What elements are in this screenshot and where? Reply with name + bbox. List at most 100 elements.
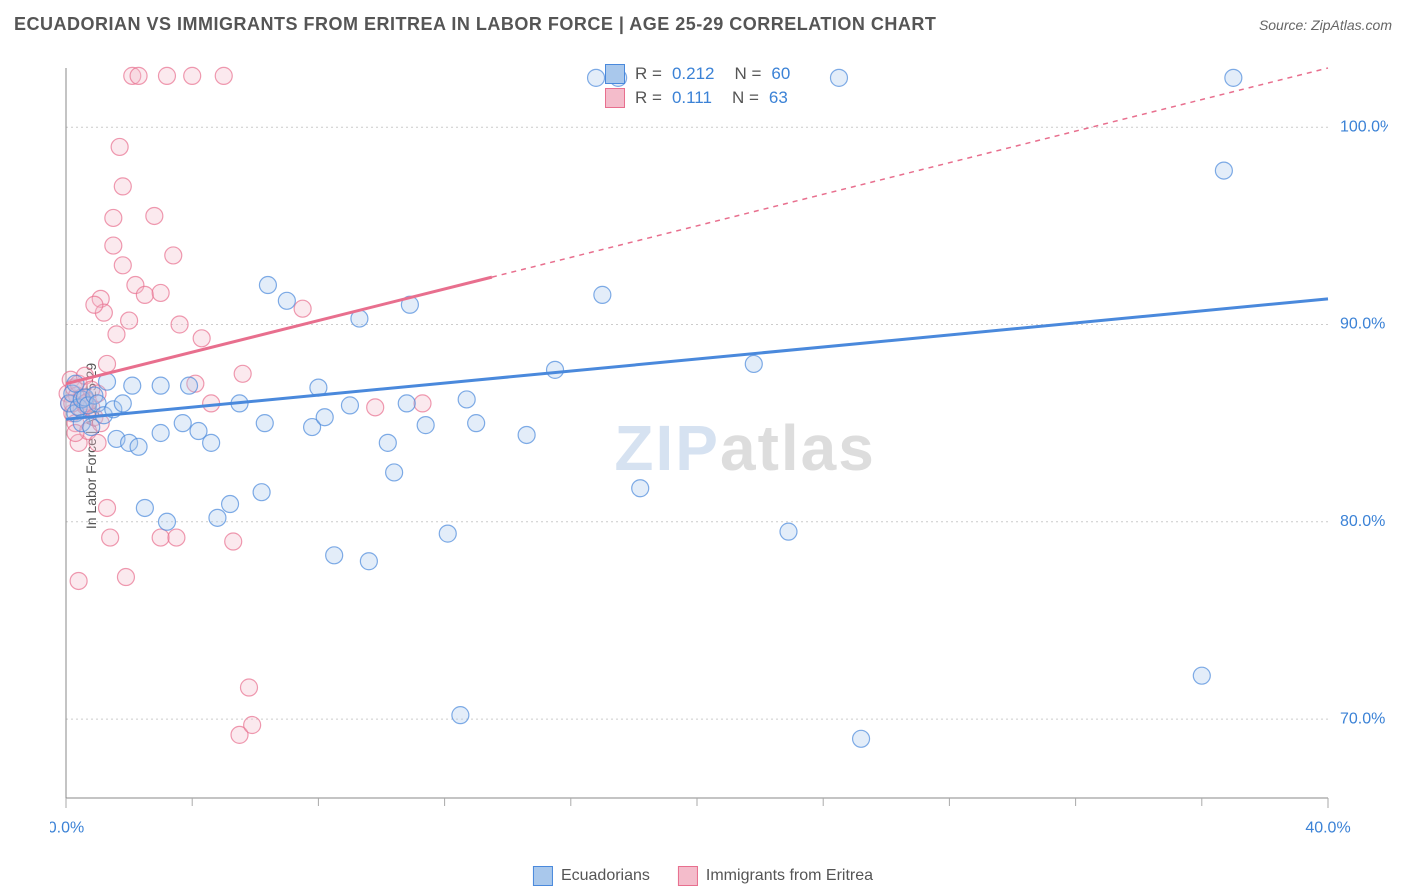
- point-ecuadorians: [209, 509, 226, 526]
- point-eritrea: [99, 499, 116, 516]
- point-ecuadorians: [253, 484, 270, 501]
- swatch-icon: [605, 64, 625, 84]
- point-eritrea: [99, 355, 116, 372]
- point-ecuadorians: [136, 499, 153, 516]
- point-ecuadorians: [174, 415, 191, 432]
- x-tick-label: 0.0%: [50, 819, 84, 836]
- point-eritrea: [244, 717, 261, 734]
- point-eritrea: [111, 138, 128, 155]
- stat-n-value: 60: [771, 64, 790, 84]
- point-eritrea: [108, 326, 125, 343]
- point-eritrea: [146, 207, 163, 224]
- point-ecuadorians: [452, 707, 469, 724]
- point-eritrea: [152, 529, 169, 546]
- point-eritrea: [158, 67, 175, 84]
- point-eritrea: [121, 312, 138, 329]
- y-tick-label: 90.0%: [1340, 316, 1385, 333]
- point-ecuadorians: [181, 377, 198, 394]
- point-eritrea: [294, 300, 311, 317]
- point-ecuadorians: [152, 377, 169, 394]
- point-ecuadorians: [203, 434, 220, 451]
- point-ecuadorians: [278, 292, 295, 309]
- point-ecuadorians: [341, 397, 358, 414]
- point-eritrea: [130, 67, 147, 84]
- point-eritrea: [70, 572, 87, 589]
- point-ecuadorians: [745, 355, 762, 372]
- stat-r-label: R =: [635, 88, 662, 108]
- scatter-plot: 70.0%80.0%90.0%100.0%0.0%40.0% ZIPatlas …: [50, 58, 1388, 838]
- title-bar: ECUADORIAN VS IMMIGRANTS FROM ERITREA IN…: [14, 14, 1392, 35]
- legend-bottom: Ecuadorians Immigrants from Eritrea: [533, 866, 873, 886]
- point-eritrea: [136, 286, 153, 303]
- point-eritrea: [240, 679, 257, 696]
- point-ecuadorians: [316, 409, 333, 426]
- point-ecuadorians: [124, 377, 141, 394]
- point-ecuadorians: [780, 523, 797, 540]
- point-ecuadorians: [222, 496, 239, 513]
- point-ecuadorians: [326, 547, 343, 564]
- point-ecuadorians: [632, 480, 649, 497]
- point-ecuadorians: [588, 69, 605, 86]
- point-eritrea: [184, 67, 201, 84]
- point-ecuadorians: [547, 361, 564, 378]
- point-ecuadorians: [468, 415, 485, 432]
- point-eritrea: [168, 529, 185, 546]
- point-ecuadorians: [458, 391, 475, 408]
- stat-n-value: 63: [769, 88, 788, 108]
- stat-n-label: N =: [734, 64, 761, 84]
- x-tick-label: 40.0%: [1305, 819, 1350, 836]
- point-eritrea: [114, 257, 131, 274]
- point-eritrea: [102, 529, 119, 546]
- point-eritrea: [367, 399, 384, 416]
- point-eritrea: [165, 247, 182, 264]
- point-eritrea: [89, 434, 106, 451]
- point-ecuadorians: [830, 69, 847, 86]
- point-eritrea: [171, 316, 188, 333]
- point-eritrea: [414, 395, 431, 412]
- correlation-chart-container: ECUADORIAN VS IMMIGRANTS FROM ERITREA IN…: [0, 0, 1406, 892]
- point-ecuadorians: [386, 464, 403, 481]
- correlation-stats-box: R = 0.212 N = 60 R = 0.111 N = 63: [605, 64, 790, 112]
- swatch-icon: [533, 866, 553, 886]
- point-eritrea: [86, 296, 103, 313]
- point-ecuadorians: [130, 438, 147, 455]
- point-eritrea: [152, 284, 169, 301]
- point-ecuadorians: [518, 426, 535, 443]
- point-ecuadorians: [259, 277, 276, 294]
- y-tick-label: 70.0%: [1340, 710, 1385, 727]
- point-ecuadorians: [152, 425, 169, 442]
- stat-r-label: R =: [635, 64, 662, 84]
- swatch-icon: [605, 88, 625, 108]
- legend-label: Immigrants from Eritrea: [706, 867, 873, 885]
- swatch-icon: [678, 866, 698, 886]
- legend-item-ecuadorians: Ecuadorians: [533, 866, 650, 886]
- plot-svg: 70.0%80.0%90.0%100.0%0.0%40.0%: [50, 58, 1388, 838]
- stats-row-ecuadorians: R = 0.212 N = 60: [605, 64, 790, 84]
- point-eritrea: [117, 569, 134, 586]
- point-ecuadorians: [379, 434, 396, 451]
- source-label: Source: ZipAtlas.com: [1259, 17, 1392, 33]
- stat-r-value: 0.111: [672, 88, 712, 108]
- point-ecuadorians: [1225, 69, 1242, 86]
- point-eritrea: [193, 330, 210, 347]
- point-ecuadorians: [158, 513, 175, 530]
- point-eritrea: [234, 365, 251, 382]
- point-ecuadorians: [256, 415, 273, 432]
- point-ecuadorians: [360, 553, 377, 570]
- chart-title: ECUADORIAN VS IMMIGRANTS FROM ERITREA IN…: [14, 14, 936, 35]
- trend-line-ecuadorians: [66, 299, 1328, 419]
- legend-label: Ecuadorians: [561, 867, 650, 885]
- trend-line-eritrea: [66, 277, 492, 384]
- legend-item-eritrea: Immigrants from Eritrea: [678, 866, 873, 886]
- point-ecuadorians: [398, 395, 415, 412]
- stat-r-value: 0.212: [672, 64, 715, 84]
- point-eritrea: [105, 209, 122, 226]
- point-ecuadorians: [853, 730, 870, 747]
- point-ecuadorians: [594, 286, 611, 303]
- point-eritrea: [105, 237, 122, 254]
- point-ecuadorians: [417, 417, 434, 434]
- point-ecuadorians: [439, 525, 456, 542]
- point-eritrea: [225, 533, 242, 550]
- point-ecuadorians: [114, 395, 131, 412]
- stat-n-label: N =: [732, 88, 759, 108]
